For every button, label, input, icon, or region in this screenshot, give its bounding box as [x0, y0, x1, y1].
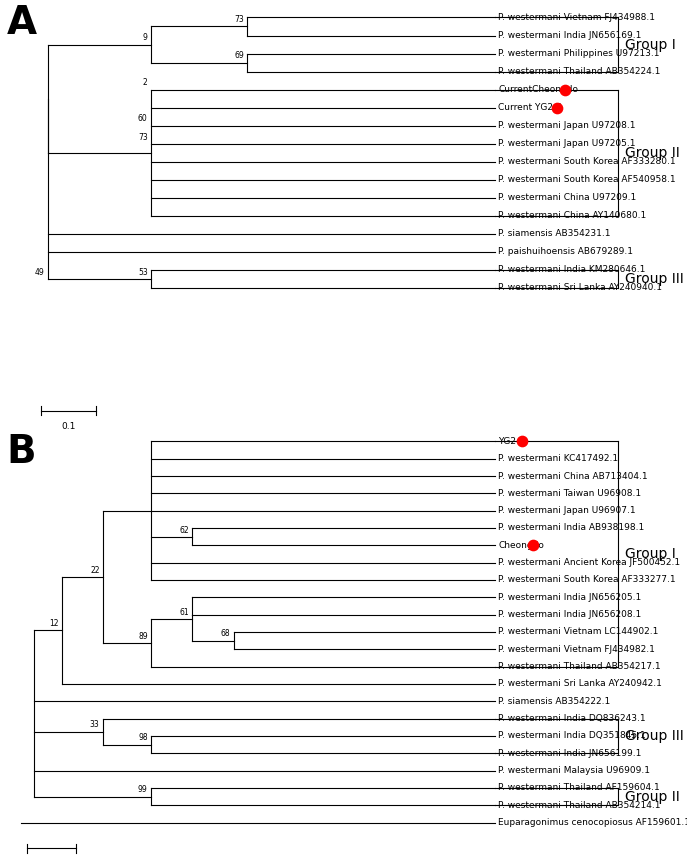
Text: Group II: Group II [625, 146, 680, 159]
Text: P. westermani KC417492.1: P. westermani KC417492.1 [498, 454, 618, 463]
Text: Group I: Group I [625, 38, 676, 51]
Text: P. westermani Thailand AB354217.1: P. westermani Thailand AB354217.1 [498, 662, 661, 671]
Text: Cheongdo: Cheongdo [498, 541, 544, 550]
Text: 22: 22 [90, 566, 100, 574]
Text: P. westermani Japan U97208.1: P. westermani Japan U97208.1 [498, 121, 635, 130]
Text: Group III: Group III [625, 272, 684, 286]
Text: P. westermani India DQ351845.1: P. westermani India DQ351845.1 [498, 731, 646, 740]
Text: P. westermani India DQ836243.1: P. westermani India DQ836243.1 [498, 714, 646, 723]
Text: 33: 33 [90, 721, 100, 729]
Text: P. westermani India JN656169.1: P. westermani India JN656169.1 [498, 31, 642, 40]
Text: 73: 73 [138, 133, 148, 141]
Text: P. westermani Thailand AF159604.1: P. westermani Thailand AF159604.1 [498, 783, 660, 793]
Text: P. westermani Sri Lanka AY240942.1: P. westermani Sri Lanka AY240942.1 [498, 680, 662, 688]
Text: P. westermani Japan U96907.1: P. westermani Japan U96907.1 [498, 506, 635, 515]
Text: 62: 62 [179, 525, 189, 535]
Text: P. westermani China AY140680.1: P. westermani China AY140680.1 [498, 212, 646, 220]
Text: 68: 68 [221, 629, 230, 638]
Text: 61: 61 [179, 608, 189, 617]
Text: Group III: Group III [625, 729, 684, 743]
Text: 53: 53 [138, 267, 148, 277]
Text: P. westermani China AB713404.1: P. westermani China AB713404.1 [498, 471, 648, 481]
Text: 69: 69 [234, 51, 244, 60]
Text: A: A [7, 4, 37, 42]
Text: 2: 2 [143, 78, 148, 87]
Text: CurrentCheongdo: CurrentCheongdo [498, 85, 578, 94]
Text: P. westermani Vietnam FJ434982.1: P. westermani Vietnam FJ434982.1 [498, 644, 655, 654]
Text: P. siamensis AB354222.1: P. siamensis AB354222.1 [498, 697, 610, 706]
Text: Euparagonimus cenocopiosus AF159601.1: Euparagonimus cenocopiosus AF159601.1 [498, 818, 687, 827]
Text: Group II: Group II [625, 789, 680, 804]
Text: P. westermani South Korea AF333277.1: P. westermani South Korea AF333277.1 [498, 575, 676, 584]
Text: Group I: Group I [625, 547, 676, 561]
Text: 89: 89 [138, 632, 148, 641]
Text: P. westermani South Korea AF333280.1: P. westermani South Korea AF333280.1 [498, 157, 676, 166]
Point [560, 83, 571, 97]
Text: YG2-4: YG2-4 [498, 437, 525, 446]
Text: P. westermani Vietnam FJ434988.1: P. westermani Vietnam FJ434988.1 [498, 13, 655, 22]
Point [517, 434, 528, 448]
Text: P. westermani India JN656199.1: P. westermani India JN656199.1 [498, 749, 642, 758]
Text: 73: 73 [234, 15, 244, 24]
Text: P. westermani Malaysia U96909.1: P. westermani Malaysia U96909.1 [498, 766, 650, 775]
Text: 12: 12 [49, 619, 58, 628]
Text: P. westermani Sri Lanka AY240940.1: P. westermani Sri Lanka AY240940.1 [498, 284, 662, 292]
Text: P. westermani Thailand AB354224.1: P. westermani Thailand AB354224.1 [498, 67, 660, 76]
Text: P. westermani India JN656208.1: P. westermani India JN656208.1 [498, 610, 642, 619]
Text: 9: 9 [143, 33, 148, 42]
Text: P. westermani Philippines U97213.1: P. westermani Philippines U97213.1 [498, 49, 660, 58]
Text: P. paishuihoensis AB679289.1: P. paishuihoensis AB679289.1 [498, 248, 633, 256]
Text: P. westermani Ancient Korea JF500452.1: P. westermani Ancient Korea JF500452.1 [498, 558, 680, 567]
Text: P. siamensis AB354231.1: P. siamensis AB354231.1 [498, 230, 611, 238]
Text: 0.1: 0.1 [62, 422, 76, 431]
Text: P. westermani Thailand AB354214.1: P. westermani Thailand AB354214.1 [498, 800, 661, 810]
Text: P. westermani Vietnam LC144902.1: P. westermani Vietnam LC144902.1 [498, 627, 658, 637]
Text: P. westermani India AB938198.1: P. westermani India AB938198.1 [498, 524, 644, 532]
Point [527, 538, 538, 552]
Text: Current YG2-4: Current YG2-4 [498, 103, 562, 112]
Text: 98: 98 [138, 734, 148, 742]
Text: 99: 99 [138, 785, 148, 794]
Text: P. westermani Taiwan U96908.1: P. westermani Taiwan U96908.1 [498, 488, 641, 498]
Text: P. westermani South Korea AF540958.1: P. westermani South Korea AF540958.1 [498, 175, 676, 184]
Text: P. westermani China U97209.1: P. westermani China U97209.1 [498, 194, 636, 202]
Point [552, 101, 563, 115]
Text: 49: 49 [35, 267, 45, 277]
Text: 60: 60 [138, 115, 148, 123]
Text: B: B [7, 433, 36, 470]
Text: P. westermani India KM280646.1: P. westermani India KM280646.1 [498, 266, 646, 274]
Text: P. westermani India JN656205.1: P. westermani India JN656205.1 [498, 593, 642, 602]
Text: P. westermani Japan U97205.1: P. westermani Japan U97205.1 [498, 139, 635, 148]
